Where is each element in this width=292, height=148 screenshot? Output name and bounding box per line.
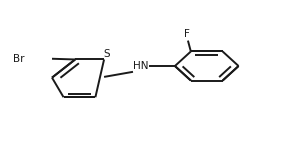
Text: Br: Br [13, 54, 25, 64]
Text: F: F [184, 29, 190, 39]
Text: S: S [104, 49, 110, 59]
Text: HN: HN [133, 61, 149, 71]
